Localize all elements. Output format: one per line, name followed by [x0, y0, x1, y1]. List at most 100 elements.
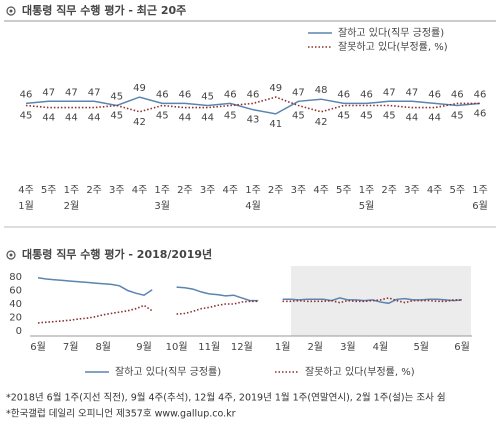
data-label: 48 — [315, 85, 328, 96]
x-month-label: 1월 — [18, 200, 34, 212]
data-label: 47 — [383, 87, 396, 98]
data-label: 45 — [110, 111, 123, 122]
x-tick-label: 1주 — [64, 185, 80, 196]
series-line — [37, 276, 463, 305]
x-tick-label: 1주 — [472, 185, 488, 196]
data-label: 46 — [428, 89, 441, 100]
data-label: 45 — [292, 111, 305, 122]
x-tick-label: 4주 — [427, 185, 443, 196]
y-tick-label: 80 — [9, 272, 22, 283]
x-tick-label: 2주 — [177, 185, 193, 196]
x-month-label: 4월 — [245, 200, 261, 212]
data-label: 46 — [224, 89, 237, 100]
x-tick-label: 5주 — [450, 185, 466, 196]
x-tick-label: 1주 — [154, 185, 170, 196]
x-tick-label: 3주 — [200, 185, 216, 196]
x-tick-label: 4월 — [373, 341, 389, 353]
x-tick-label: 1월 — [275, 341, 291, 353]
footnote: *2018년 6월 1주(지선 직전), 9월 4주(추석), 12월 4주, … — [6, 392, 446, 404]
legend-label: 잘하고 있다(직무 긍정률) — [115, 365, 221, 378]
data-label: 47 — [65, 87, 78, 98]
footnote: *한국갤럽 데일리 오피니언 제357호 www.gallup.co.kr — [6, 408, 236, 420]
x-tick-label: 4주 — [223, 185, 239, 196]
x-tick-label: 12월 — [231, 341, 253, 353]
x-tick-label: 2주 — [268, 185, 284, 196]
data-label: 49 — [269, 83, 282, 94]
x-tick-label: 3월 — [340, 341, 356, 353]
x-tick-label: 2월 — [307, 341, 323, 353]
series-line — [37, 297, 462, 324]
title-icon-dot — [9, 253, 13, 257]
x-tick-label: 1주 — [359, 185, 375, 196]
data-label: 46 — [474, 89, 487, 100]
data-label: 45 — [383, 111, 396, 122]
data-label: 47 — [406, 87, 419, 98]
legend-label: 잘못하고 있다(부정률, %) — [338, 40, 448, 53]
data-label: 46 — [337, 89, 350, 100]
y-tick-label: 60 — [9, 286, 22, 297]
x-tick-label: 4주 — [132, 185, 148, 196]
data-label: 41 — [269, 119, 282, 130]
title-icon — [6, 6, 16, 16]
x-tick-label: 2주 — [86, 185, 102, 196]
data-label: 45 — [224, 111, 237, 122]
data-label: 45 — [337, 111, 350, 122]
data-label: 44 — [428, 113, 441, 124]
data-label: 44 — [406, 113, 419, 124]
x-tick-label: 5주 — [41, 185, 57, 196]
x-tick-label: 10월 — [166, 341, 188, 353]
x-tick-label: 9월 — [136, 341, 152, 353]
data-label: 44 — [42, 113, 55, 124]
data-label: 45 — [201, 92, 214, 103]
x-tick-label: 8월 — [95, 341, 111, 353]
top-chart-title: 대통령 직무 수행 평가 - 최근 20주 — [22, 3, 186, 17]
data-label: 46 — [247, 89, 260, 100]
x-tick-label: 5월 — [413, 341, 429, 353]
series-line — [25, 96, 481, 115]
x-tick-label: 3주 — [291, 185, 307, 196]
data-label: 42 — [315, 117, 328, 128]
data-label: 46 — [20, 89, 33, 100]
y-tick-label: 20 — [9, 313, 22, 324]
x-tick-label: 4주 — [18, 185, 34, 196]
data-label: 44 — [65, 113, 78, 124]
y-tick-label: 40 — [9, 299, 22, 310]
data-label: 46 — [179, 89, 192, 100]
x-tick-label: 1주 — [245, 185, 261, 196]
x-month-label: 6월 — [472, 200, 488, 212]
x-tick-label: 4주 — [313, 185, 329, 196]
data-label: 45 — [451, 111, 464, 122]
x-tick-label: 3주 — [109, 185, 125, 196]
bottom-chart-title: 대통령 직무 수행 평가 - 2018/2019년 — [22, 247, 212, 261]
title-icon-dot — [9, 9, 13, 13]
data-label: 46 — [451, 89, 464, 100]
data-label: 44 — [88, 113, 101, 124]
x-tick-label: 2주 — [381, 185, 397, 196]
data-label: 42 — [133, 117, 146, 128]
x-tick-label: 6월 — [30, 341, 46, 353]
data-label: 47 — [292, 87, 305, 98]
data-label: 44 — [201, 113, 214, 124]
x-tick-label: 6월 — [454, 341, 470, 353]
x-tick-label: 3주 — [404, 185, 420, 196]
x-month-label: 3월 — [154, 200, 170, 212]
y-tick-label: 0 — [16, 326, 22, 337]
data-label: 43 — [247, 115, 260, 126]
data-label: 45 — [360, 111, 373, 122]
data-label: 45 — [156, 111, 169, 122]
title-icon — [6, 250, 16, 260]
data-label: 45 — [20, 111, 33, 122]
recent-weeks-highlight — [291, 266, 471, 336]
data-label: 45 — [110, 92, 123, 103]
data-label: 46 — [156, 89, 169, 100]
x-month-label: 5월 — [359, 200, 375, 212]
x-tick-label: 7월 — [63, 341, 79, 353]
data-label: 49 — [133, 83, 146, 94]
x-month-label: 2월 — [64, 200, 80, 212]
x-tick-label: 11월 — [198, 341, 220, 353]
legend-label: 잘하고 있다(직무 긍정률) — [338, 26, 444, 39]
legend-label: 잘못하고 있다(부정률, %) — [305, 365, 415, 378]
data-label: 46 — [474, 108, 487, 119]
